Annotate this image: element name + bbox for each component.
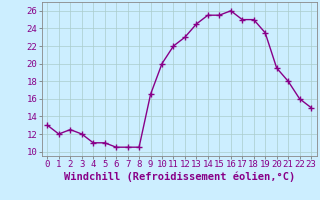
X-axis label: Windchill (Refroidissement éolien,°C): Windchill (Refroidissement éolien,°C) <box>64 172 295 182</box>
